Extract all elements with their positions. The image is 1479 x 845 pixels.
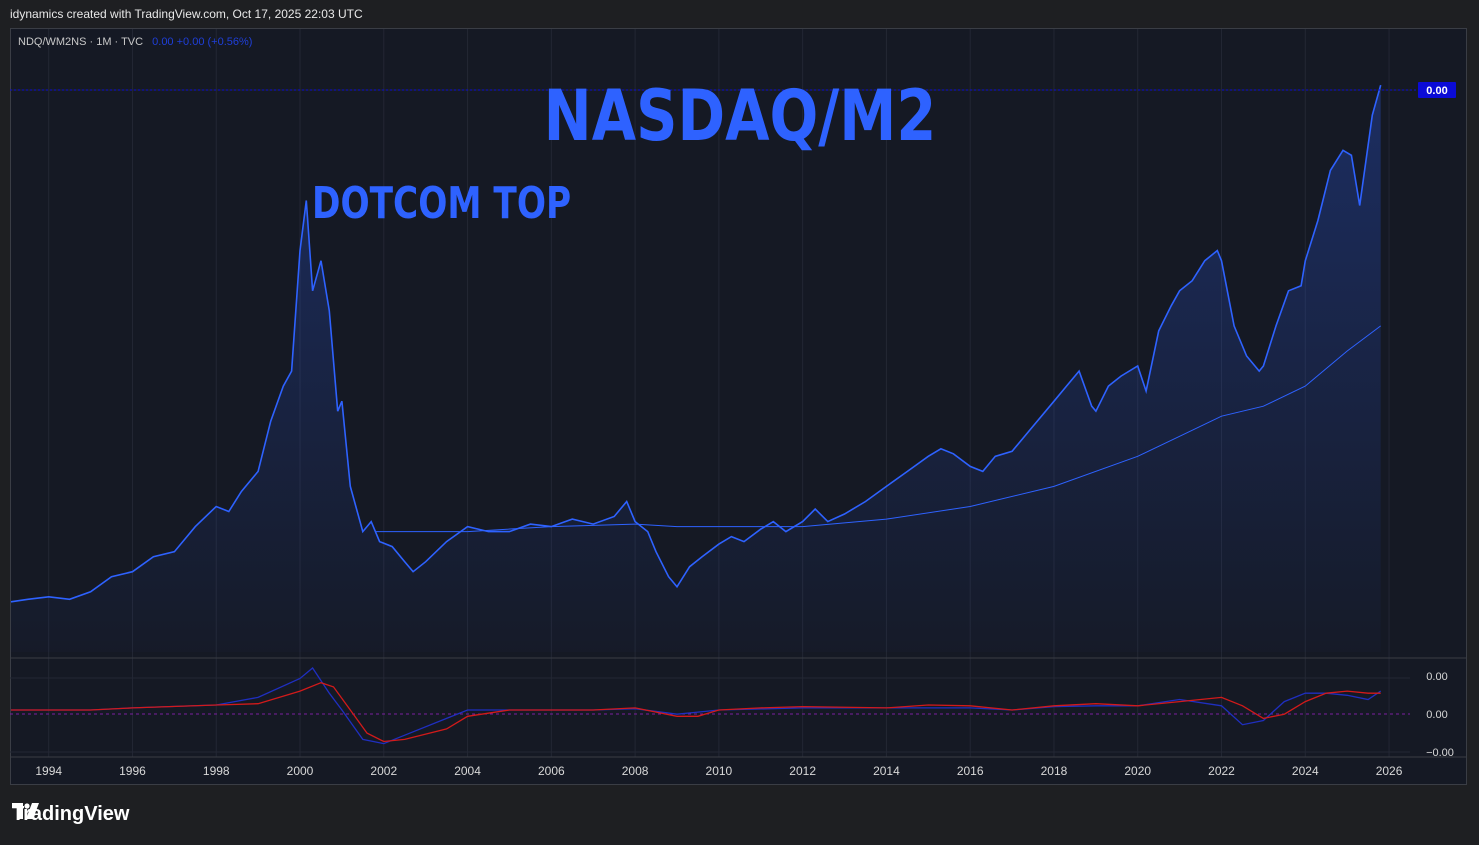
time-axis[interactable]: 1994 1996 1998 2000 2002 2004 2006 2008 2010 2012…	[35, 764, 1402, 778]
moving-average-line	[375, 325, 1381, 533]
x-tick-label: 2004	[454, 764, 481, 778]
tradingview-logo-icon	[12, 803, 39, 819]
legend-symbol: NDQ/WM2NS · 1M · TVC	[18, 36, 144, 48]
osc-tick-label: 0.00	[1426, 709, 1447, 721]
legend-values: 0.00 +0.00 (+0.56%)	[152, 36, 253, 48]
x-tick-label: 2026	[1376, 764, 1403, 778]
x-tick-label: 2008	[622, 764, 649, 778]
x-tick-label: 2000	[287, 764, 314, 778]
x-tick-label: 2012	[789, 764, 816, 778]
last-price-label: 0.00	[1426, 85, 1447, 97]
chart-credit: idynamics created with TradingView.com, …	[10, 7, 363, 21]
osc-tick-label: −0.00	[1426, 747, 1454, 759]
x-tick-label: 2016	[957, 764, 984, 778]
x-tick-label: 1998	[203, 764, 230, 778]
price-area	[11, 85, 1381, 653]
price-line[interactable]	[10, 84, 1382, 603]
x-tick-label: 2020	[1124, 764, 1151, 778]
x-tick-label: 2010	[706, 764, 733, 778]
x-tick-label: 1996	[119, 764, 146, 778]
footer-brand: TradingView	[12, 803, 129, 826]
x-tick-label: 1994	[35, 764, 62, 778]
x-tick-label: 2002	[370, 764, 397, 778]
chart-title-annotation: NASDAQ/M2	[544, 77, 937, 158]
x-tick-label: 2006	[538, 764, 565, 778]
x-tick-label: 2014	[873, 764, 900, 778]
x-tick-label: 2018	[1041, 764, 1068, 778]
osc-tick-label: 0.00	[1426, 671, 1447, 683]
last-price-badge	[1418, 82, 1456, 98]
dotcom-annotation: DOTCOM TOP	[312, 178, 571, 229]
x-tick-label: 2024	[1292, 764, 1319, 778]
symbol-legend[interactable]: NDQ/WM2NS · 1M · TVC 0.00 +0.00 (+0.56%)	[18, 36, 252, 48]
footer-brand-name: TradingView	[12, 803, 130, 825]
x-tick-label: 2022	[1208, 764, 1235, 778]
signal-line	[11, 682, 1381, 743]
